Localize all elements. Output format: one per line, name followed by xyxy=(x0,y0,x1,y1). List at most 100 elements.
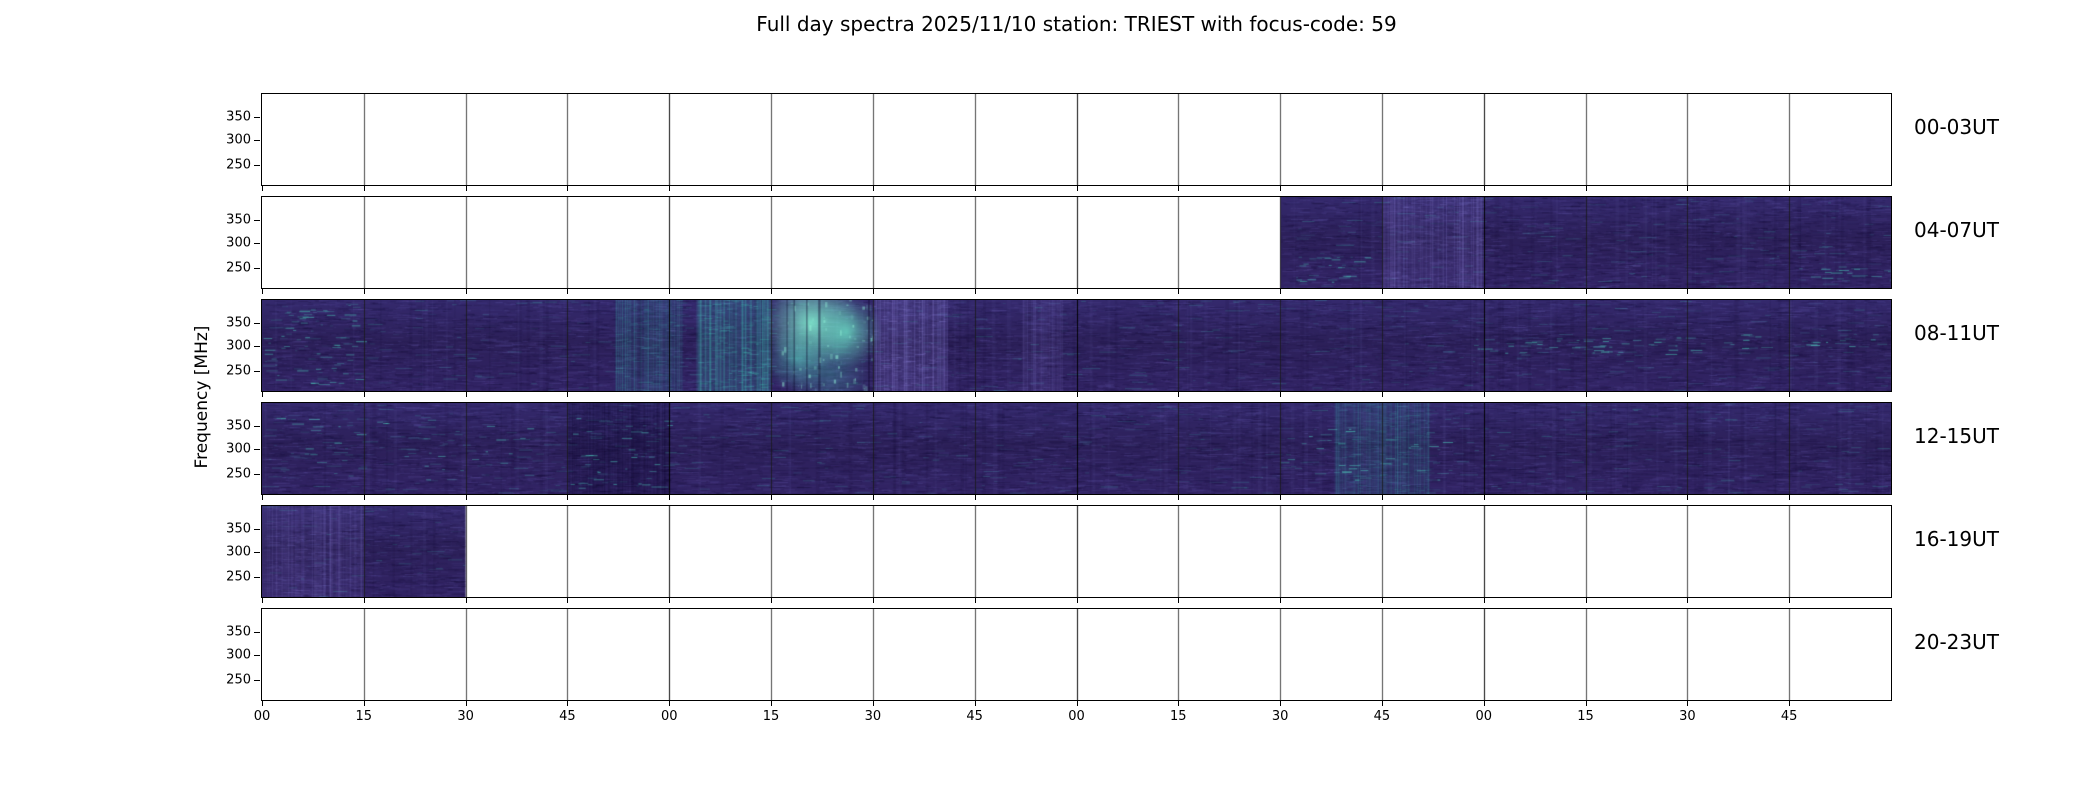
x-tick-mark xyxy=(669,392,670,397)
x-tick-mark xyxy=(1687,392,1688,397)
x-tick-mark xyxy=(873,598,874,603)
x-tick-mark xyxy=(873,495,874,500)
x-tick-mark xyxy=(466,701,467,706)
x-tick-mark xyxy=(466,289,467,294)
x-tick-mark xyxy=(1077,289,1078,294)
x-tick-mark xyxy=(466,495,467,500)
x-tick-mark xyxy=(1687,495,1688,500)
x-tick-mark xyxy=(669,289,670,294)
y-tick-label: 250 xyxy=(226,363,251,379)
spectrogram-row-08-11UT: 350 300 250 08-11UT xyxy=(226,299,1999,397)
y-tick-mark xyxy=(254,165,260,166)
x-tick-label: 45 xyxy=(559,709,576,724)
x-tick-mark xyxy=(364,392,365,397)
x-tick-mark xyxy=(1789,289,1790,294)
y-tick-mark xyxy=(254,243,260,244)
x-tick-mark xyxy=(567,186,568,191)
x-tick-mark xyxy=(364,598,365,603)
spectrogram-canvas-12-15UT xyxy=(262,403,1891,494)
x-tick-mark xyxy=(262,289,263,294)
x-tick-mark xyxy=(567,495,568,500)
spectrogram-panel-16-19UT xyxy=(261,505,1892,598)
x-tick-mark xyxy=(466,186,467,191)
y-tick-label: 350 xyxy=(226,418,251,434)
x-tick-mark xyxy=(1382,392,1383,397)
x-tick-mark xyxy=(1687,598,1688,603)
x-tick-mark xyxy=(975,186,976,191)
x-tick-mark xyxy=(567,289,568,294)
x-tick-mark xyxy=(771,289,772,294)
x-tick-mark xyxy=(1382,186,1383,191)
x-tick-mark xyxy=(262,186,263,191)
x-tick-mark xyxy=(262,598,263,603)
x-tick-mark xyxy=(567,701,568,706)
y-tick-label: 350 xyxy=(226,109,251,125)
x-tick-mark xyxy=(466,392,467,397)
x-tick-mark xyxy=(1789,598,1790,603)
spectrogram-panel-00-03UT xyxy=(261,93,1892,186)
y-tick-label: 250 xyxy=(226,672,251,688)
x-tick-mark xyxy=(1586,392,1587,397)
row-time-label: 12-15UT xyxy=(1914,424,1999,448)
y-tick-mark xyxy=(254,529,260,530)
x-tick-label: 30 xyxy=(1679,709,1696,724)
y-tick-label: 350 xyxy=(226,212,251,228)
x-tick-mark xyxy=(1586,495,1587,500)
x-tick-mark xyxy=(1586,186,1587,191)
spectrogram-canvas-08-11UT xyxy=(262,300,1891,391)
spectrogram-canvas-16-19UT xyxy=(262,506,1891,597)
x-tick-mark xyxy=(1178,495,1179,500)
y-tick-mark xyxy=(254,220,260,221)
spectrogram-panel-12-15UT xyxy=(261,402,1892,495)
x-tick-label: 15 xyxy=(762,709,780,724)
x-tick-mark xyxy=(1077,598,1078,603)
x-tick-mark xyxy=(1687,289,1688,294)
y-tick-mark xyxy=(254,117,260,118)
x-tick-mark xyxy=(1280,598,1281,603)
y-tick-mark xyxy=(254,449,260,450)
spectrogram-row-04-07UT: 350 300 250 04-07UT xyxy=(226,196,1999,294)
row-time-label: 20-23UT xyxy=(1914,630,1999,654)
x-tick-mark xyxy=(873,289,874,294)
y-tick-mark xyxy=(254,426,260,427)
x-tick-mark xyxy=(771,701,772,706)
y-tick-label: 300 xyxy=(226,235,251,251)
spectrogram-canvas-20-23UT xyxy=(262,609,1891,700)
spectrogram-panel-08-11UT xyxy=(261,299,1892,392)
y-tick-mark xyxy=(254,140,260,141)
y-tick-label: 250 xyxy=(226,466,251,482)
row-time-label: 04-07UT xyxy=(1914,218,1999,242)
y-tick-label: 300 xyxy=(226,544,251,560)
row-time-label: 00-03UT xyxy=(1914,115,1999,139)
x-tick-mark xyxy=(1687,186,1688,191)
y-tick-label: 250 xyxy=(226,569,251,585)
x-tick-mark xyxy=(669,701,670,706)
y-tick-mark xyxy=(254,346,260,347)
x-tick-mark xyxy=(1178,289,1179,294)
x-tick-mark xyxy=(1382,701,1383,706)
x-tick-label: 30 xyxy=(457,709,474,724)
x-tick-mark xyxy=(975,701,976,706)
x-tick-mark xyxy=(567,598,568,603)
x-tick-mark xyxy=(1077,701,1078,706)
y-tick-label: 350 xyxy=(226,315,251,331)
x-tick-label: 00 xyxy=(1068,709,1085,724)
spectrogram-panel-20-23UT xyxy=(261,608,1892,701)
x-tick-mark xyxy=(669,598,670,603)
x-tick-mark xyxy=(1382,598,1383,603)
x-tick-mark xyxy=(1586,289,1587,294)
y-tick-mark xyxy=(254,268,260,269)
y-tick-label: 300 xyxy=(226,441,251,457)
x-tick-mark xyxy=(1178,598,1179,603)
x-tick-mark xyxy=(567,392,568,397)
y-tick-label: 300 xyxy=(226,338,251,354)
x-tick-mark xyxy=(1789,186,1790,191)
spectrogram-row-12-15UT: 350 300 250 12-15UT xyxy=(226,402,1999,500)
spectrogram-canvas-00-03UT xyxy=(262,94,1891,185)
x-tick-mark xyxy=(364,701,365,706)
y-tick-mark xyxy=(254,323,260,324)
x-tick-label: 15 xyxy=(355,709,373,724)
x-tick-mark xyxy=(262,392,263,397)
x-tick-mark xyxy=(1484,289,1485,294)
spectrogram-panel-04-07UT xyxy=(261,196,1892,289)
